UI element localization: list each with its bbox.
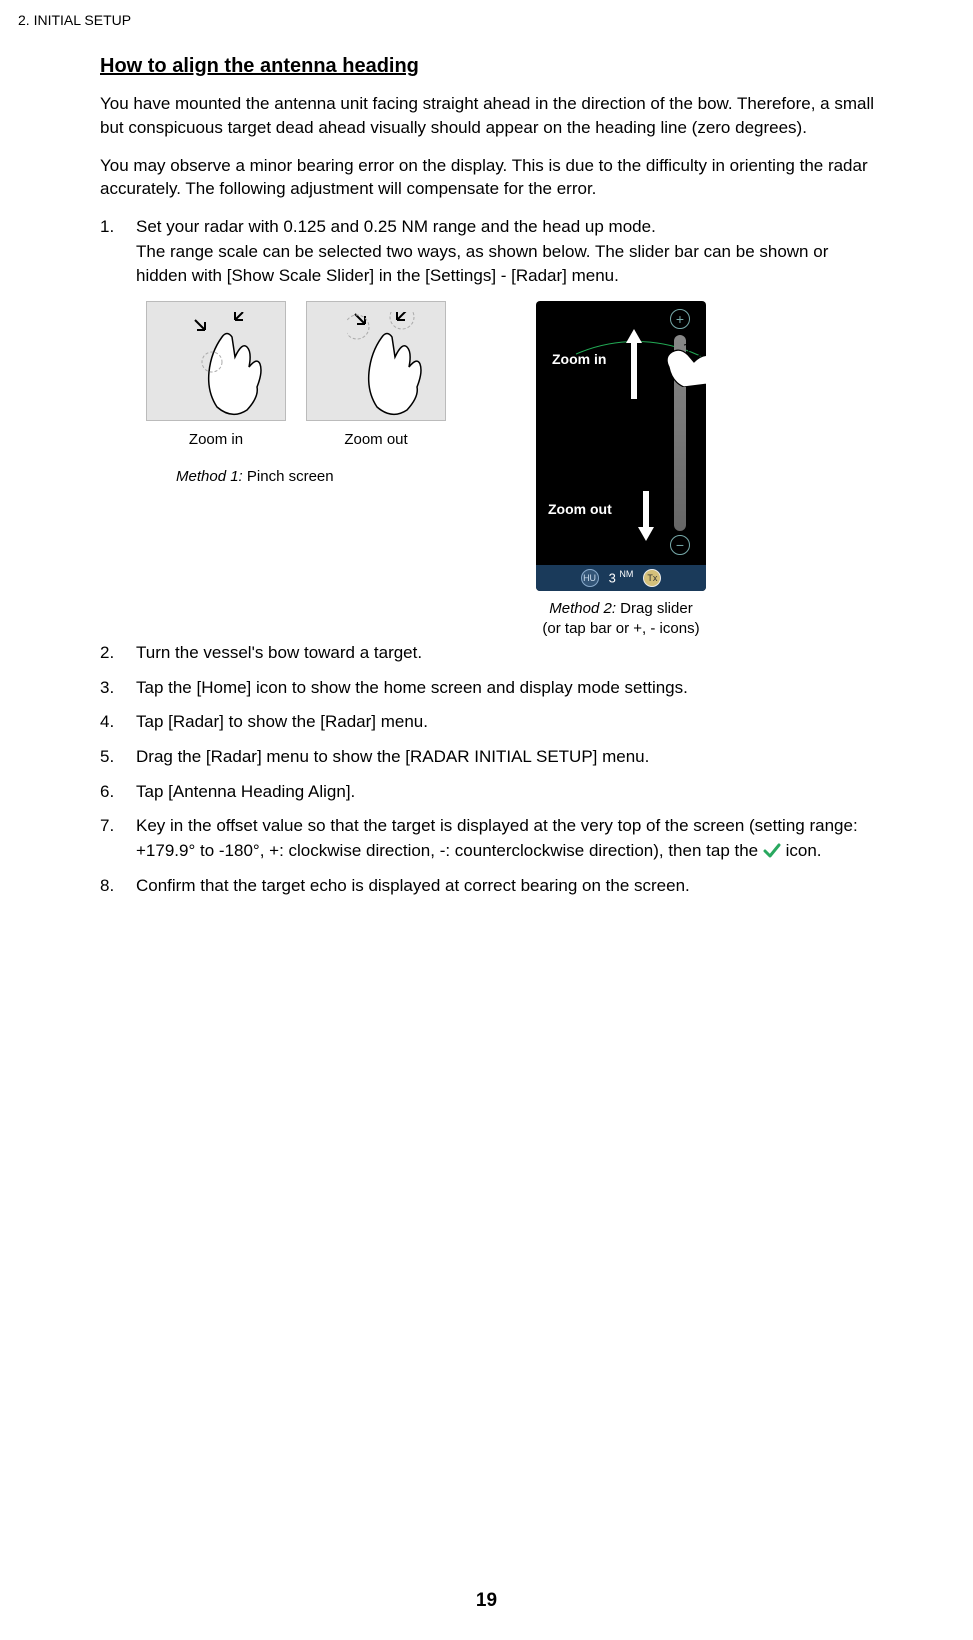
- pinch-zoom-out-figure: [306, 301, 446, 421]
- page-header: 2. INITIAL SETUP: [18, 12, 131, 28]
- step-1-line-b: The range scale can be selected two ways…: [136, 242, 828, 286]
- zoom-out-caption: Zoom out: [306, 429, 446, 451]
- method2-prefix: Method 2:: [549, 600, 616, 617]
- tx-badge[interactable]: Tx: [643, 569, 661, 587]
- step-3-text: Tap the [Home] icon to show the home scr…: [136, 678, 688, 697]
- method1-text: Pinch screen: [243, 468, 334, 485]
- arrow-up-icon: [624, 329, 644, 407]
- range-label: 3 NM: [609, 568, 634, 588]
- steps-list: Set your radar with 0.125 and 0.25 NM ra…: [100, 215, 880, 898]
- hu-badge[interactable]: HU: [581, 569, 599, 587]
- zoom-in-caption: Zoom in: [146, 429, 286, 451]
- step-8-text: Confirm that the target echo is displaye…: [136, 876, 690, 895]
- step-1-line-a: Set your radar with 0.125 and 0.25 NM ra…: [136, 217, 656, 236]
- method1-prefix: Method 1:: [176, 468, 243, 485]
- arrow-down-icon: [636, 491, 656, 549]
- step-4-text: Tap [Radar] to show the [Radar] menu.: [136, 712, 428, 731]
- section-label: 2. INITIAL SETUP: [18, 12, 131, 28]
- step-7-text-b: icon.: [781, 841, 822, 860]
- slider-device-figure: + − Zoom in Zoom out: [536, 301, 706, 591]
- step-2-text: Turn the vessel's bow toward a target.: [136, 643, 422, 662]
- method1-caption: Method 1: Pinch screen: [176, 466, 334, 488]
- step-7-text-a: Key in the offset value so that the targ…: [136, 816, 858, 860]
- pinch-zoom-in-figure: [146, 301, 286, 421]
- slider-hand-icon: [664, 337, 706, 387]
- subsection-heading: How to align the antenna heading: [100, 55, 880, 78]
- method2-caption: Method 2: Drag slider (or tap bar or +, …: [506, 599, 736, 638]
- page-content: How to align the antenna heading You hav…: [100, 55, 880, 908]
- step-1: Set your radar with 0.125 and 0.25 NM ra…: [100, 215, 880, 631]
- step-4: Tap [Radar] to show the [Radar] menu.: [100, 710, 880, 735]
- status-bar: HU 3 NM Tx: [536, 565, 706, 591]
- hand-pinch-out-icon: [187, 312, 277, 422]
- step-5-text: Drag the [Radar] menu to show the [RADAR…: [136, 747, 649, 766]
- step-3: Tap the [Home] icon to show the home scr…: [100, 676, 880, 701]
- range-value: 3: [609, 570, 616, 585]
- page-number: 19: [0, 1590, 973, 1612]
- intro-para-1: You have mounted the antenna unit facing…: [100, 92, 880, 140]
- check-icon: [763, 842, 781, 860]
- zoom-plus-button[interactable]: +: [670, 309, 690, 329]
- step-5: Drag the [Radar] menu to show the [RADAR…: [100, 745, 880, 770]
- figures-row: Zoom in Zoom out Method 1: Pinch screen …: [136, 301, 880, 631]
- step-2: Turn the vessel's bow toward a target.: [100, 641, 880, 666]
- range-unit: NM: [619, 569, 633, 579]
- intro-para-2: You may observe a minor bearing error on…: [100, 154, 880, 202]
- step-6: Tap [Antenna Heading Align].: [100, 780, 880, 805]
- hand-pinch-in-icon: [347, 312, 437, 422]
- step-7: Key in the offset value so that the targ…: [100, 814, 880, 863]
- method2-subtext: (or tap bar or +, - icons): [542, 620, 699, 637]
- slider-zoom-out-label: Zoom out: [548, 499, 612, 519]
- step-6-text: Tap [Antenna Heading Align].: [136, 782, 355, 801]
- step-8: Confirm that the target echo is displaye…: [100, 874, 880, 899]
- zoom-minus-button[interactable]: −: [670, 535, 690, 555]
- method2-text: Drag slider: [616, 600, 693, 617]
- slider-zoom-in-label: Zoom in: [552, 349, 606, 369]
